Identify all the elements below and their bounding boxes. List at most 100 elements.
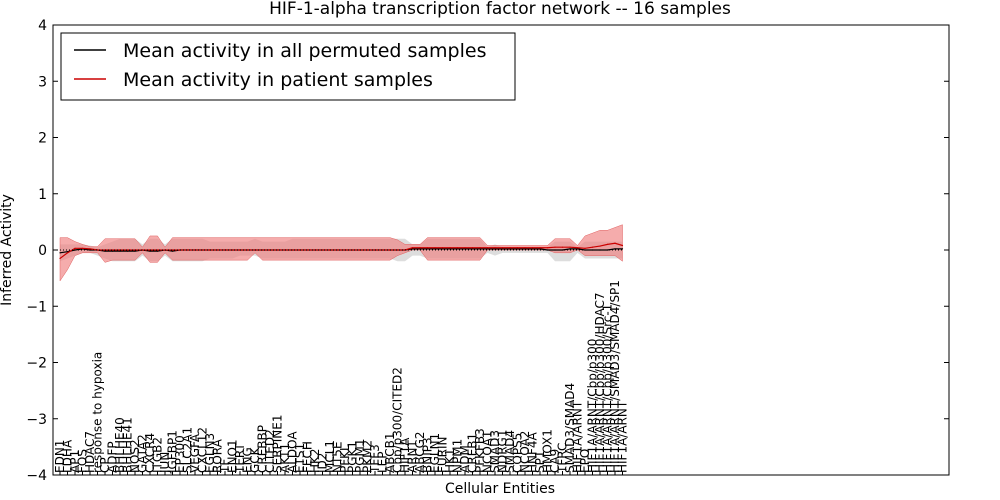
x-tick-label: NPM1 [451, 439, 465, 473]
x-tick-label: TFF3 [368, 444, 382, 474]
x-tick-label: FECH [301, 441, 315, 473]
patient-point [569, 246, 571, 248]
permuted-point [509, 248, 511, 250]
x-tick-label: EGLN1 [428, 433, 442, 473]
x-tick-label: BNIP3 [421, 437, 435, 473]
patient-point [516, 247, 519, 249]
y-axis-ticks: 4 3 2 1 0 −1 −2 −3 −4 [26, 18, 949, 484]
x-tick-label: SERPINE1 [271, 414, 285, 473]
x-tick-label: CA9 [548, 449, 562, 473]
patient-point [201, 249, 204, 251]
x-tick-label: ETS1 [293, 443, 307, 473]
x-tick-label: HIF1A/ARNT/SMAD3/SMAD4/SP1 [608, 280, 622, 473]
patient-point [449, 247, 451, 249]
patient-point [441, 247, 444, 249]
x-tick-label: SMAD3 [488, 430, 502, 473]
x-tick-label: EDN1 [53, 440, 67, 473]
x-tick-label: BHLHE41 [121, 417, 135, 473]
permuted-point [134, 250, 136, 252]
x-tick-label: BHLHE40 [113, 417, 127, 473]
x-tick-label: ABCB1 [383, 433, 397, 473]
permuted-point [449, 248, 451, 250]
permuted-point [486, 248, 489, 250]
x-tick-label: HK2 [308, 448, 322, 473]
x-tick-label: PKM2 [361, 440, 375, 473]
patient-point [276, 249, 279, 251]
permuted-point [171, 250, 174, 252]
patient-point [111, 249, 114, 251]
y-axis-label: Inferred Activity [0, 194, 15, 306]
x-tick-label: HIF1A/ARNT/Cbp/p300 [586, 339, 600, 473]
patient-point [599, 245, 601, 247]
patient-point [591, 246, 594, 248]
x-tick-label: HNF4A [526, 431, 540, 473]
patient-point [291, 249, 294, 251]
x-tick-label: PFKFB3 [473, 428, 487, 473]
x-tick-label: NOS2 [128, 439, 142, 473]
x-tick-label: AP1 [68, 450, 82, 473]
patient-point [606, 243, 609, 245]
x-tick-label: HIF1A/ARNT/Cbp/p300/HDAC7 [593, 292, 607, 473]
patient-point [464, 247, 466, 249]
permuted-point [501, 248, 504, 250]
permuted-point [149, 250, 151, 252]
patient-point [156, 249, 159, 251]
patient-band [59, 224, 623, 282]
x-axis-label: Cellular Entities [445, 481, 555, 497]
patient-point [479, 247, 481, 249]
permuted-point [591, 249, 594, 251]
patient-point [456, 247, 459, 249]
y-tick-label: 3 [38, 74, 47, 90]
permuted-point [614, 248, 616, 250]
patient-point [426, 247, 429, 249]
patient-point [546, 247, 549, 249]
x-tick-label: RORA [211, 438, 225, 473]
x-tick-label: COPS5 [511, 433, 525, 473]
x-tick-label: FOS [76, 449, 90, 473]
patient-point [231, 249, 234, 251]
permuted-point [156, 250, 159, 252]
permuted-point [426, 248, 429, 250]
permuted-point [606, 249, 609, 251]
patient-point [576, 247, 579, 249]
y-tick-label: −2 [26, 356, 47, 372]
patient-point [554, 246, 556, 248]
x-tick-label: VEGFA [188, 433, 202, 473]
x-tick-label: PGM1 [353, 438, 367, 473]
x-tick-label: ADFP [106, 441, 120, 473]
x-tick-label: SMAD4 [503, 430, 517, 473]
x-tick-label: PGK1 [346, 441, 360, 473]
patient-point [561, 246, 564, 248]
x-tick-label: ALDOA [286, 431, 300, 473]
permuted-point [119, 250, 121, 252]
x-tick-label: EPO [578, 449, 592, 473]
permuted-point [456, 248, 459, 250]
x-tick-label: ITGB2 [151, 437, 165, 473]
x-tick-label: TF [218, 459, 232, 474]
legend-box [60, 32, 516, 101]
patient-point [531, 247, 534, 249]
permuted-point [531, 248, 534, 250]
patient-point [306, 249, 309, 251]
x-tick-label: LEP [376, 451, 390, 473]
patient-point [321, 249, 324, 251]
x-tick-label: GCK [248, 446, 262, 473]
x-tick-label: ABCG2 [413, 431, 427, 473]
permuted-point [111, 250, 114, 252]
patient-point [381, 249, 384, 251]
x-tick-label: EGLN3 [203, 433, 217, 473]
permuted-point [59, 252, 61, 254]
y-tick-label: −1 [26, 299, 47, 315]
patient-point [419, 247, 421, 249]
patient-point [366, 249, 369, 251]
x-tick-label: CREBBP [256, 425, 270, 473]
permuted-point [411, 248, 414, 250]
x-tick-label: GATA2 [136, 434, 150, 473]
patient-point [486, 247, 489, 249]
permuted-point [524, 248, 526, 250]
patient-point [351, 249, 354, 251]
permuted-point [434, 248, 436, 250]
chart-title: HIF-1-alpha transcription factor network… [269, 0, 731, 19]
x-tick-label: response to hypoxia [91, 352, 105, 473]
permuted-point [539, 248, 541, 250]
